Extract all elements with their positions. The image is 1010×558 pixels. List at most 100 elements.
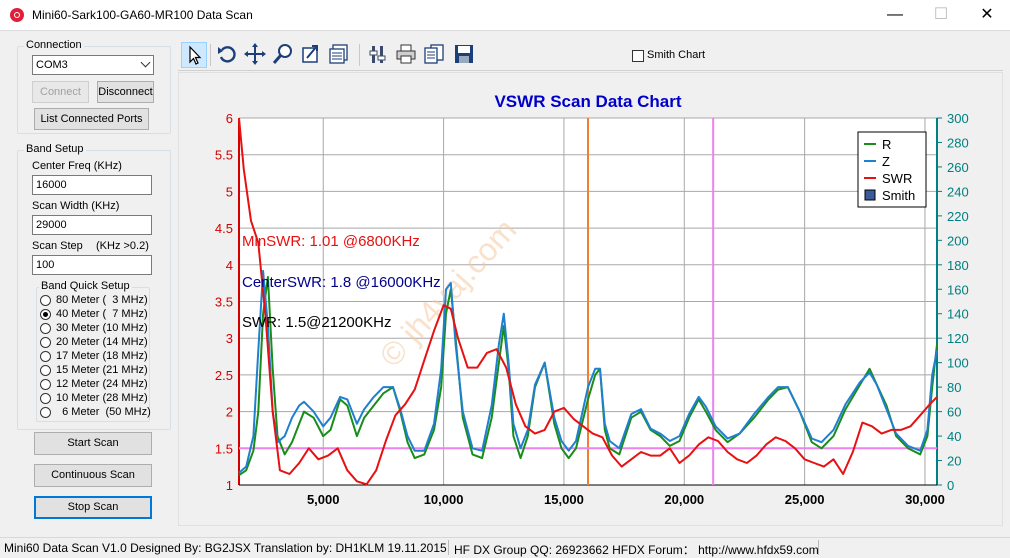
disconnect-button[interactable]: Disconnect bbox=[97, 81, 154, 103]
connect-button[interactable]: Connect bbox=[32, 81, 89, 103]
y-left-tick-label: 5 bbox=[226, 184, 233, 199]
band-radio-item[interactable]: 40 Meter ( 7 MHz) bbox=[40, 308, 150, 322]
band-quick-setup-legend: Band Quick Setup bbox=[39, 280, 132, 292]
x-tick-label: 25,000 bbox=[785, 492, 825, 507]
zoom-icon[interactable] bbox=[271, 42, 297, 68]
legend-swatch bbox=[864, 189, 876, 201]
y-left-tick-label: 6 bbox=[226, 111, 233, 126]
copy-icon[interactable] bbox=[422, 42, 448, 68]
scan-step-label: Scan Step bbox=[32, 240, 83, 252]
chart-title: VSWR Scan Data Chart bbox=[494, 92, 681, 111]
band-radio-label: 40 Meter ( 7 MHz) bbox=[56, 308, 148, 320]
window-title: Mini60-Sark100-GA60-MR100 Data Scan bbox=[32, 8, 253, 22]
save-icon[interactable] bbox=[452, 42, 478, 68]
com-port-value: COM3 bbox=[36, 59, 68, 71]
radio-button[interactable] bbox=[40, 309, 51, 320]
settings-icon[interactable] bbox=[366, 42, 392, 68]
close-button[interactable]: ✕ bbox=[980, 6, 994, 23]
radio-button[interactable] bbox=[40, 379, 51, 390]
y-right-tick-label: 280 bbox=[947, 135, 969, 150]
band-radio-item[interactable]: 12 Meter (24 MHz) bbox=[40, 378, 150, 392]
minimize-button[interactable]: — bbox=[887, 6, 903, 23]
y-right-tick-label: 200 bbox=[947, 233, 969, 248]
band-setup-legend: Band Setup bbox=[24, 143, 86, 155]
x-tick-label: 5,000 bbox=[307, 492, 340, 507]
pan-icon[interactable] bbox=[243, 42, 269, 68]
x-tick-label: 20,000 bbox=[664, 492, 704, 507]
y-right-tick-label: 100 bbox=[947, 356, 969, 371]
smith-chart-label: Smith Chart bbox=[647, 49, 706, 61]
com-port-select[interactable]: COM3 bbox=[32, 55, 154, 75]
radio-button[interactable] bbox=[40, 365, 51, 376]
toolbar-separator bbox=[210, 44, 211, 66]
band-radio-item[interactable]: 80 Meter ( 3 MHz) bbox=[40, 294, 150, 308]
legend-label: Z bbox=[882, 154, 890, 169]
status-divider bbox=[448, 540, 449, 555]
y-left-tick-label: 1 bbox=[226, 478, 233, 493]
continuous-scan-button[interactable]: Continuous Scan bbox=[34, 464, 152, 487]
scan-width-input[interactable]: 29000 bbox=[32, 215, 152, 235]
legend-label: SWR bbox=[882, 171, 912, 186]
smith-chart-checkbox[interactable] bbox=[632, 50, 644, 62]
center-freq-label: Center Freq (KHz) bbox=[32, 160, 122, 172]
band-radio-label: 80 Meter ( 3 MHz) bbox=[56, 294, 148, 306]
band-radio-label: 6 Meter (50 MHz) bbox=[56, 406, 151, 418]
y-right-tick-label: 180 bbox=[947, 258, 969, 273]
y-left-tick-label: 3.5 bbox=[215, 295, 233, 310]
chart-toolbar bbox=[178, 40, 1003, 71]
chart-annotation: SWR: 1.5@21200KHz bbox=[242, 314, 391, 331]
x-tick-label: 10,000 bbox=[424, 492, 464, 507]
series-swr-line bbox=[238, 117, 938, 486]
x-tick-label: 15,000 bbox=[544, 492, 584, 507]
y-right-tick-label: 80 bbox=[947, 380, 961, 395]
export-icon[interactable] bbox=[299, 42, 325, 68]
y-left-tick-label: 3 bbox=[226, 331, 233, 346]
y-right-tick-label: 20 bbox=[947, 454, 961, 469]
radio-button[interactable] bbox=[40, 337, 51, 348]
undo-icon[interactable] bbox=[215, 42, 241, 68]
status-forum: HF DX Group QQ: 26923662 HFDX Forum： htt… bbox=[454, 543, 819, 557]
band-radio-item[interactable]: 17 Meter (18 MHz) bbox=[40, 350, 150, 364]
radio-button[interactable] bbox=[40, 323, 51, 334]
chevron-down-icon bbox=[140, 57, 151, 68]
radio-button[interactable] bbox=[40, 351, 51, 362]
band-radio-item[interactable]: 10 Meter (28 MHz) bbox=[40, 392, 150, 406]
stop-scan-button[interactable]: Stop Scan bbox=[34, 496, 152, 519]
list-ports-button[interactable]: List Connected Ports bbox=[34, 108, 149, 130]
series-z-line bbox=[238, 269, 938, 474]
pointer-icon[interactable] bbox=[181, 42, 207, 68]
chart-annotation: CenterSWR: 1.8 @16000KHz bbox=[242, 274, 441, 291]
y-left-tick-label: 5.5 bbox=[215, 148, 233, 163]
y-right-tick-label: 120 bbox=[947, 331, 969, 346]
start-scan-button[interactable]: Start Scan bbox=[34, 432, 152, 455]
band-radio-item[interactable]: 20 Meter (14 MHz) bbox=[40, 336, 150, 350]
band-radio-label: 17 Meter (18 MHz) bbox=[56, 350, 148, 362]
center-freq-input[interactable]: 16000 bbox=[32, 175, 152, 195]
status-bar: Mini60 Data Scan V1.0 Designed By: BG2JS… bbox=[0, 537, 1010, 557]
connection-legend: Connection bbox=[24, 39, 84, 51]
y-right-tick-label: 40 bbox=[947, 429, 961, 444]
band-radio-item[interactable]: 30 Meter (10 MHz) bbox=[40, 322, 150, 336]
chart-panel: 5,000 10,000 15,000 20,000 25,000 30,000 1 1.5 2… bbox=[178, 72, 1003, 526]
band-radio-label: 30 Meter (10 MHz) bbox=[56, 322, 148, 334]
legend-label: Smith bbox=[882, 188, 915, 203]
band-radio-label: 10 Meter (28 MHz) bbox=[56, 392, 148, 404]
y-right-tick-label: 240 bbox=[947, 184, 969, 199]
toolbar-separator bbox=[359, 44, 360, 66]
y-right-tick-label: 0 bbox=[947, 478, 954, 493]
y-left-tick-label: 4.5 bbox=[215, 221, 233, 236]
y-left-tick-label: 2.5 bbox=[215, 368, 233, 383]
band-radio-label: 20 Meter (14 MHz) bbox=[56, 336, 148, 348]
print-icon[interactable] bbox=[394, 42, 420, 68]
vswr-chart: 5,000 10,000 15,000 20,000 25,000 30,000 1 1.5 2… bbox=[215, 92, 969, 507]
data-table-icon[interactable] bbox=[327, 42, 353, 68]
maximize-button[interactable]: ☐ bbox=[933, 6, 949, 23]
scan-width-label: Scan Width (KHz) bbox=[32, 200, 120, 212]
radio-button[interactable] bbox=[40, 393, 51, 404]
band-radio-item[interactable]: 6 Meter (50 MHz) bbox=[40, 406, 151, 420]
y-right-tick-label: 160 bbox=[947, 282, 969, 297]
band-radio-item[interactable]: 15 Meter (21 MHz) bbox=[40, 364, 150, 378]
radio-button[interactable] bbox=[40, 295, 51, 306]
scan-step-input[interactable]: 100 bbox=[32, 255, 152, 275]
radio-button[interactable] bbox=[40, 407, 51, 418]
